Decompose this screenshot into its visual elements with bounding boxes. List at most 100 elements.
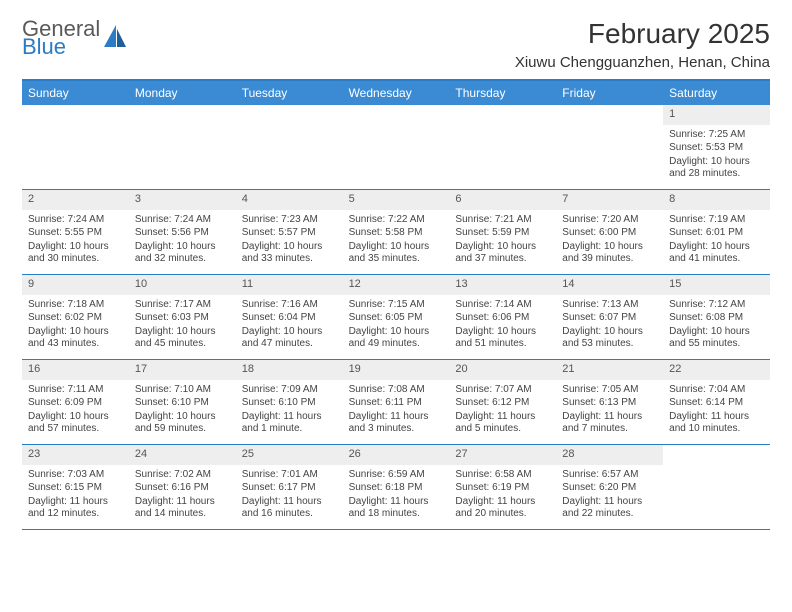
day-number: 12 [343, 275, 450, 295]
daylight-text: Daylight: 10 hours and 37 minutes. [455, 241, 550, 266]
day-number: 11 [236, 275, 343, 295]
daylight-text: Daylight: 10 hours and 39 minutes. [562, 241, 657, 266]
day-body: Sunrise: 7:03 AMSunset: 6:15 PMDaylight:… [22, 467, 129, 526]
sunset-text: Sunset: 6:15 PM [28, 482, 123, 495]
daylight-text: Daylight: 10 hours and 55 minutes. [669, 326, 764, 351]
daylight-text: Daylight: 11 hours and 1 minute. [242, 411, 337, 436]
sunset-text: Sunset: 6:04 PM [242, 312, 337, 325]
sunrise-text: Sunrise: 7:25 AM [669, 129, 764, 142]
sunrise-text: Sunrise: 7:20 AM [562, 214, 657, 227]
day-cell [236, 105, 343, 189]
day-number: 26 [343, 445, 450, 465]
day-cell: 6Sunrise: 7:21 AMSunset: 5:59 PMDaylight… [449, 190, 556, 274]
day-body: Sunrise: 7:18 AMSunset: 6:02 PMDaylight:… [22, 297, 129, 356]
sunset-text: Sunset: 5:59 PM [455, 227, 550, 240]
sunrise-text: Sunrise: 7:19 AM [669, 214, 764, 227]
day-body: Sunrise: 7:19 AMSunset: 6:01 PMDaylight:… [663, 212, 770, 271]
daylight-text: Daylight: 11 hours and 10 minutes. [669, 411, 764, 436]
day-body: Sunrise: 7:15 AMSunset: 6:05 PMDaylight:… [343, 297, 450, 356]
day-body: Sunrise: 7:10 AMSunset: 6:10 PMDaylight:… [129, 382, 236, 441]
day-cell: 10Sunrise: 7:17 AMSunset: 6:03 PMDayligh… [129, 275, 236, 359]
week-row: 9Sunrise: 7:18 AMSunset: 6:02 PMDaylight… [22, 275, 770, 360]
day-body: Sunrise: 6:57 AMSunset: 6:20 PMDaylight:… [556, 467, 663, 526]
day-number: 7 [556, 190, 663, 210]
day-cell: 5Sunrise: 7:22 AMSunset: 5:58 PMDaylight… [343, 190, 450, 274]
daylight-text: Daylight: 10 hours and 49 minutes. [349, 326, 444, 351]
day-number: 6 [449, 190, 556, 210]
day-body: Sunrise: 7:01 AMSunset: 6:17 PMDaylight:… [236, 467, 343, 526]
sunrise-text: Sunrise: 7:22 AM [349, 214, 444, 227]
day-number: 15 [663, 275, 770, 295]
sunrise-text: Sunrise: 7:24 AM [135, 214, 230, 227]
sunrise-text: Sunrise: 7:14 AM [455, 299, 550, 312]
day-body: Sunrise: 7:04 AMSunset: 6:14 PMDaylight:… [663, 382, 770, 441]
day-number: 22 [663, 360, 770, 380]
sunrise-text: Sunrise: 7:18 AM [28, 299, 123, 312]
day-number: 1 [663, 105, 770, 125]
day-cell [343, 105, 450, 189]
day-body: Sunrise: 7:07 AMSunset: 6:12 PMDaylight:… [449, 382, 556, 441]
day-number: 25 [236, 445, 343, 465]
sunrise-text: Sunrise: 7:17 AM [135, 299, 230, 312]
weekday-label: Tuesday [236, 81, 343, 105]
daylight-text: Daylight: 10 hours and 53 minutes. [562, 326, 657, 351]
day-body: Sunrise: 7:09 AMSunset: 6:10 PMDaylight:… [236, 382, 343, 441]
day-cell [556, 105, 663, 189]
weekday-label: Sunday [22, 81, 129, 105]
sunrise-text: Sunrise: 7:13 AM [562, 299, 657, 312]
sunrise-text: Sunrise: 7:24 AM [28, 214, 123, 227]
day-number: 20 [449, 360, 556, 380]
day-cell: 11Sunrise: 7:16 AMSunset: 6:04 PMDayligh… [236, 275, 343, 359]
day-body: Sunrise: 7:16 AMSunset: 6:04 PMDaylight:… [236, 297, 343, 356]
daylight-text: Daylight: 10 hours and 32 minutes. [135, 241, 230, 266]
day-cell: 18Sunrise: 7:09 AMSunset: 6:10 PMDayligh… [236, 360, 343, 444]
sunrise-text: Sunrise: 7:10 AM [135, 384, 230, 397]
daylight-text: Daylight: 10 hours and 57 minutes. [28, 411, 123, 436]
day-cell: 1 Sunrise: 7:25 AMSunset: 5:53 PMDaylight… [663, 105, 770, 189]
day-cell: 4Sunrise: 7:23 AMSunset: 5:57 PMDaylight… [236, 190, 343, 274]
sunrise-text: Sunrise: 7:03 AM [28, 469, 123, 482]
day-cell: 2Sunrise: 7:24 AMSunset: 5:55 PMDaylight… [22, 190, 129, 274]
day-cell: 27Sunrise: 6:58 AMSunset: 6:19 PMDayligh… [449, 445, 556, 529]
sunset-text: Sunset: 6:13 PM [562, 397, 657, 410]
day-body: Sunrise: 6:59 AMSunset: 6:18 PMDaylight:… [343, 467, 450, 526]
day-cell: 19Sunrise: 7:08 AMSunset: 6:11 PMDayligh… [343, 360, 450, 444]
day-number: 13 [449, 275, 556, 295]
sunset-text: Sunset: 6:02 PM [28, 312, 123, 325]
weekday-label: Monday [129, 81, 236, 105]
day-number: 16 [22, 360, 129, 380]
day-cell [663, 445, 770, 529]
sunset-text: Sunset: 6:06 PM [455, 312, 550, 325]
day-body: Sunrise: 7:22 AMSunset: 5:58 PMDaylight:… [343, 212, 450, 271]
day-body: Sunrise: 7:20 AMSunset: 6:00 PMDaylight:… [556, 212, 663, 271]
daylight-text: Daylight: 11 hours and 12 minutes. [28, 496, 123, 521]
day-number: 2 [22, 190, 129, 210]
day-number: 5 [343, 190, 450, 210]
daylight-text: Daylight: 10 hours and 51 minutes. [455, 326, 550, 351]
day-body: Sunrise: 7:12 AMSunset: 6:08 PMDaylight:… [663, 297, 770, 356]
day-body: Sunrise: 7:24 AMSunset: 5:55 PMDaylight:… [22, 212, 129, 271]
day-body: Sunrise: 7:08 AMSunset: 6:11 PMDaylight:… [343, 382, 450, 441]
sunrise-text: Sunrise: 7:07 AM [455, 384, 550, 397]
sunset-text: Sunset: 6:03 PM [135, 312, 230, 325]
brand-logo: General Blue [22, 18, 128, 58]
day-cell: 3Sunrise: 7:24 AMSunset: 5:56 PMDaylight… [129, 190, 236, 274]
day-cell [22, 105, 129, 189]
daylight-text: Daylight: 10 hours and 28 minutes. [669, 156, 764, 181]
sunset-text: Sunset: 6:01 PM [669, 227, 764, 240]
daylight-text: Daylight: 11 hours and 3 minutes. [349, 411, 444, 436]
weekday-label: Thursday [449, 81, 556, 105]
day-number: 4 [236, 190, 343, 210]
week-row: 16Sunrise: 7:11 AMSunset: 6:09 PMDayligh… [22, 360, 770, 445]
sunrise-text: Sunrise: 6:57 AM [562, 469, 657, 482]
day-cell: 21Sunrise: 7:05 AMSunset: 6:13 PMDayligh… [556, 360, 663, 444]
day-number: 17 [129, 360, 236, 380]
sunset-text: Sunset: 5:53 PM [669, 142, 764, 155]
daylight-text: Daylight: 10 hours and 35 minutes. [349, 241, 444, 266]
day-cell: 9Sunrise: 7:18 AMSunset: 6:02 PMDaylight… [22, 275, 129, 359]
sunrise-text: Sunrise: 7:04 AM [669, 384, 764, 397]
week-row: 23Sunrise: 7:03 AMSunset: 6:15 PMDayligh… [22, 445, 770, 530]
title-block: February 2025 Xiuwu Chengguanzhen, Henan… [515, 18, 770, 71]
day-number: 28 [556, 445, 663, 465]
day-body: Sunrise: 7:13 AMSunset: 6:07 PMDaylight:… [556, 297, 663, 356]
